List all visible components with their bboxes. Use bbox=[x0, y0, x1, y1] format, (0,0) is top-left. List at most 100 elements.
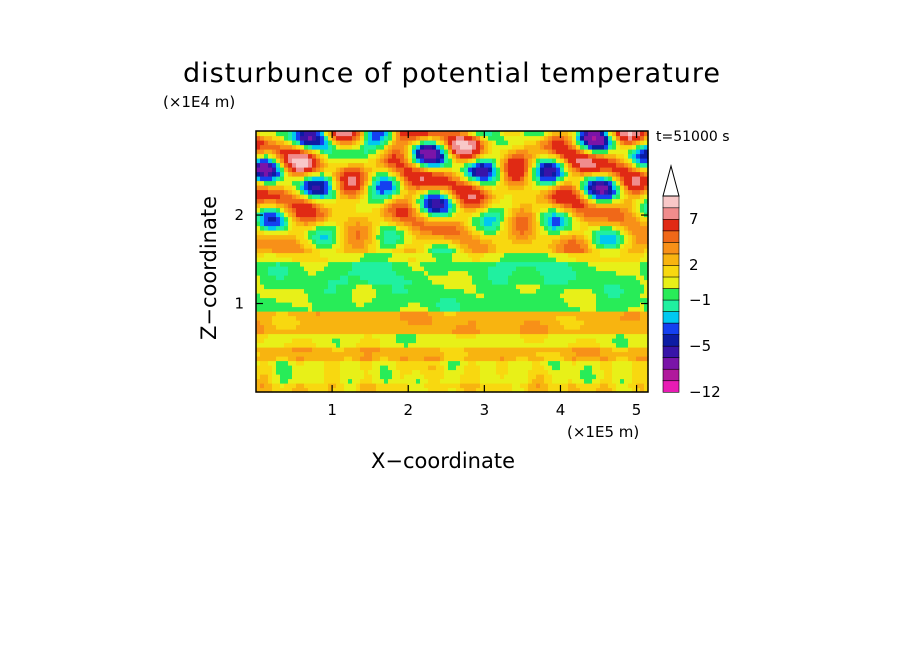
field-cell bbox=[400, 243, 405, 249]
field-cell bbox=[560, 135, 565, 141]
field-cell bbox=[328, 342, 333, 348]
field-cell bbox=[588, 135, 593, 141]
field-cell bbox=[384, 369, 389, 375]
field-cell bbox=[460, 279, 465, 285]
field-cell bbox=[500, 167, 505, 173]
field-cell bbox=[464, 176, 469, 182]
field-cell bbox=[336, 243, 341, 249]
field-cell bbox=[484, 369, 489, 375]
field-cell bbox=[576, 158, 581, 164]
field-cell bbox=[356, 194, 361, 200]
field-cell bbox=[352, 180, 357, 186]
field-cell bbox=[568, 261, 573, 267]
field-cell bbox=[344, 275, 349, 281]
field-cell bbox=[424, 243, 429, 249]
field-cell bbox=[312, 347, 317, 353]
field-cell bbox=[592, 387, 597, 393]
field-cell bbox=[360, 140, 365, 146]
field-cell bbox=[488, 329, 493, 335]
field-cell bbox=[444, 140, 449, 146]
field-cell bbox=[500, 351, 505, 357]
field-cell bbox=[260, 288, 265, 294]
field-cell bbox=[540, 302, 545, 308]
field-cell bbox=[392, 248, 397, 254]
field-cell bbox=[352, 203, 357, 209]
field-cell bbox=[436, 221, 441, 227]
field-cell bbox=[524, 297, 529, 303]
field-cell bbox=[528, 338, 533, 344]
field-cell bbox=[320, 378, 325, 384]
field-cell bbox=[352, 338, 357, 344]
field-cell bbox=[408, 243, 413, 249]
field-cell bbox=[340, 329, 345, 335]
field-cell bbox=[348, 212, 353, 218]
field-cell bbox=[376, 135, 381, 141]
field-cell bbox=[344, 333, 349, 339]
field-cell bbox=[424, 230, 429, 236]
field-cell bbox=[408, 180, 413, 186]
field-cell bbox=[460, 180, 465, 186]
field-cell bbox=[432, 171, 437, 177]
field-cell bbox=[592, 302, 597, 308]
field-cell bbox=[444, 212, 449, 218]
field-cell bbox=[436, 189, 441, 195]
field-cell bbox=[276, 324, 281, 330]
field-cell bbox=[348, 144, 353, 150]
field-cell bbox=[396, 207, 401, 213]
field-cell bbox=[580, 185, 585, 191]
field-cell bbox=[308, 338, 313, 344]
field-cell bbox=[372, 189, 377, 195]
field-cell bbox=[396, 315, 401, 321]
field-cell bbox=[528, 365, 533, 371]
field-cell bbox=[284, 153, 289, 159]
field-cell bbox=[288, 252, 293, 258]
field-cell bbox=[384, 144, 389, 150]
field-cell bbox=[356, 243, 361, 249]
field-cell bbox=[504, 180, 509, 186]
field-cell bbox=[572, 356, 577, 362]
field-cell bbox=[256, 257, 261, 263]
field-cell bbox=[504, 333, 509, 339]
field-cell bbox=[596, 144, 601, 150]
field-cell bbox=[272, 275, 277, 281]
field-cell bbox=[352, 135, 357, 141]
field-cell bbox=[380, 144, 385, 150]
field-cell bbox=[420, 302, 425, 308]
field-cell bbox=[592, 284, 597, 290]
field-cell bbox=[280, 234, 285, 240]
field-cell bbox=[576, 302, 581, 308]
field-cell bbox=[312, 275, 317, 281]
field-cell bbox=[444, 338, 449, 344]
field-cell bbox=[572, 284, 577, 290]
field-cell bbox=[408, 342, 413, 348]
field-cell bbox=[460, 203, 465, 209]
field-cell bbox=[384, 225, 389, 231]
field-cell bbox=[476, 302, 481, 308]
field-cell bbox=[372, 252, 377, 258]
field-cell bbox=[464, 275, 469, 281]
field-cell bbox=[460, 230, 465, 236]
field-cell bbox=[396, 171, 401, 177]
field-cell bbox=[356, 270, 361, 276]
field-cell bbox=[396, 306, 401, 312]
field-cell bbox=[584, 257, 589, 263]
field-cell bbox=[448, 248, 453, 254]
field-cell bbox=[448, 356, 453, 362]
field-cell bbox=[460, 261, 465, 267]
field-cell bbox=[332, 248, 337, 254]
field-cell bbox=[396, 225, 401, 231]
field-cell bbox=[404, 347, 409, 353]
field-cell bbox=[516, 333, 521, 339]
field-cell bbox=[472, 284, 477, 290]
field-cell bbox=[528, 221, 533, 227]
field-cell bbox=[256, 158, 261, 164]
field-cell bbox=[476, 239, 481, 245]
field-cell bbox=[396, 158, 401, 164]
field-cell bbox=[296, 302, 301, 308]
field-cell bbox=[280, 140, 285, 146]
field-cell bbox=[300, 320, 305, 326]
field-cell bbox=[280, 360, 285, 366]
field-cell bbox=[444, 225, 449, 231]
field-cell bbox=[432, 158, 437, 164]
field-cell bbox=[312, 324, 317, 330]
